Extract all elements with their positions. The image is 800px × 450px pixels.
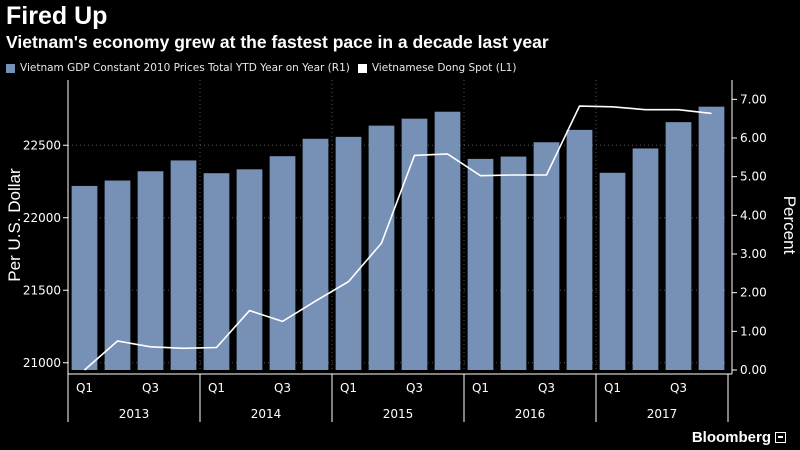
year-label: 2013 (119, 407, 150, 421)
bar-gdp (368, 125, 395, 370)
bar-gdp (203, 173, 230, 370)
bar-gdp (302, 138, 329, 370)
y-axis-title-right: Percent (780, 196, 799, 255)
bar-gdp (533, 142, 560, 370)
legend-item-gdp: Vietnam GDP Constant 2010 Prices Total Y… (6, 62, 350, 74)
tick-label-right: 6.00 (740, 131, 767, 145)
bar-gdp (599, 172, 626, 370)
bar-gdp (269, 156, 296, 370)
tick-label-x: Q1 (340, 381, 357, 395)
legend-swatch-line (357, 63, 367, 73)
bar-gdp (71, 185, 98, 370)
year-label: 2014 (251, 407, 282, 421)
bar-gdp (434, 111, 461, 370)
brand-name: Bloomberg (691, 429, 771, 446)
bar-gdp (104, 180, 131, 370)
y-axis-title-left: Per U.S. Dollar (5, 168, 24, 282)
tick-label-x: Q1 (472, 381, 489, 395)
tick-label-x: Q3 (670, 381, 687, 395)
year-label: 2017 (647, 407, 678, 421)
bar-gdp (698, 106, 725, 371)
tick-label-right: 4.00 (740, 208, 767, 222)
tick-label-right: 2.00 (740, 286, 767, 300)
bar-gdp (632, 148, 659, 370)
tick-label-x: Q1 (604, 381, 621, 395)
tick-label-left: 22500 (23, 138, 61, 152)
legend-label-dong: Vietnamese Dong Spot (L1) (371, 62, 517, 74)
legend-label-gdp: Vietnam GDP Constant 2010 Prices Total Y… (20, 62, 350, 74)
chart-title: Fired Up (6, 2, 108, 30)
bar-gdp (566, 129, 593, 370)
tick-label-right: 5.00 (740, 170, 767, 184)
bar-gdp (401, 118, 428, 371)
bar-gdp (335, 136, 362, 370)
tick-label-left: 21500 (23, 283, 61, 297)
bar-gdp (236, 169, 263, 370)
tick-label-x: Q1 (208, 381, 225, 395)
year-label: 2015 (383, 407, 414, 421)
bloomberg-mark-icon (775, 432, 786, 443)
tick-label-x: Q1 (76, 381, 93, 395)
legend: Vietnam GDP Constant 2010 Prices Total Y… (6, 62, 524, 74)
year-label: 2016 (515, 407, 546, 421)
tick-label-x: Q3 (538, 381, 555, 395)
tick-label-right: 0.00 (740, 363, 767, 377)
tick-label-x: Q3 (274, 381, 291, 395)
tick-label-x: Q3 (406, 381, 423, 395)
bar-gdp (665, 122, 692, 370)
legend-swatch-bar (6, 63, 15, 73)
tick-label-right: 7.00 (740, 92, 767, 106)
tick-label-right: 1.00 (740, 324, 767, 338)
tick-label-left: 22000 (23, 211, 61, 225)
tick-label-left: 21000 (23, 356, 61, 370)
chart-subtitle: Vietnam's economy grew at the fastest pa… (6, 32, 549, 52)
tick-label-x: Q3 (142, 381, 159, 395)
legend-item-dong: Vietnamese Dong Spot (L1) (357, 62, 517, 74)
tick-label-right: 3.00 (740, 247, 767, 261)
line-dong-spot (83, 105, 712, 371)
bar-gdp (500, 156, 527, 370)
bar-gdp (467, 158, 494, 370)
bar-gdp (137, 171, 164, 370)
bar-gdp (170, 160, 197, 370)
brand-logo: Bloomberg (692, 429, 786, 446)
